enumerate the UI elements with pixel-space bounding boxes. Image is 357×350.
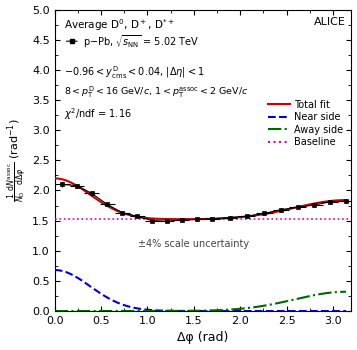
Text: p$-$Pb, $\sqrt{s_{\rm NN}}$ = 5.02 TeV: p$-$Pb, $\sqrt{s_{\rm NN}}$ = 5.02 TeV <box>83 33 199 50</box>
Text: ALICE: ALICE <box>314 17 346 27</box>
Legend: Total fit, Near side, Away side, Baseline: Total fit, Near side, Away side, Baselin… <box>265 96 347 151</box>
Text: Average D$^0$, D$^+$, D$^{*+}$: Average D$^0$, D$^+$, D$^{*+}$ <box>64 17 174 33</box>
Text: ±4% scale uncertainty: ±4% scale uncertainty <box>138 239 249 248</box>
X-axis label: Δφ (rad): Δφ (rad) <box>177 331 229 344</box>
Y-axis label: $\frac{1}{N_{\rm D}}\frac{{\rm d}N^{\rm assoc}}{{\rm d}\Delta\varphi}\ ({\rm rad: $\frac{1}{N_{\rm D}}\frac{{\rm d}N^{\rm … <box>6 119 29 202</box>
Text: $-0.96 < y^{\rm D}_{\rm cms} < 0.04$, $|\Delta\eta| < 1$: $-0.96 < y^{\rm D}_{\rm cms} < 0.04$, $|… <box>64 64 204 80</box>
Text: $\chi^2$/ndf = 1.16: $\chi^2$/ndf = 1.16 <box>64 106 131 122</box>
Text: $8 < p^{\rm D}_{\rm T} < 16$ GeV/$c$, $1 < p^{\rm assoc}_{\rm T} < 2$ GeV/$c$: $8 < p^{\rm D}_{\rm T} < 16$ GeV/$c$, $1… <box>64 85 248 100</box>
